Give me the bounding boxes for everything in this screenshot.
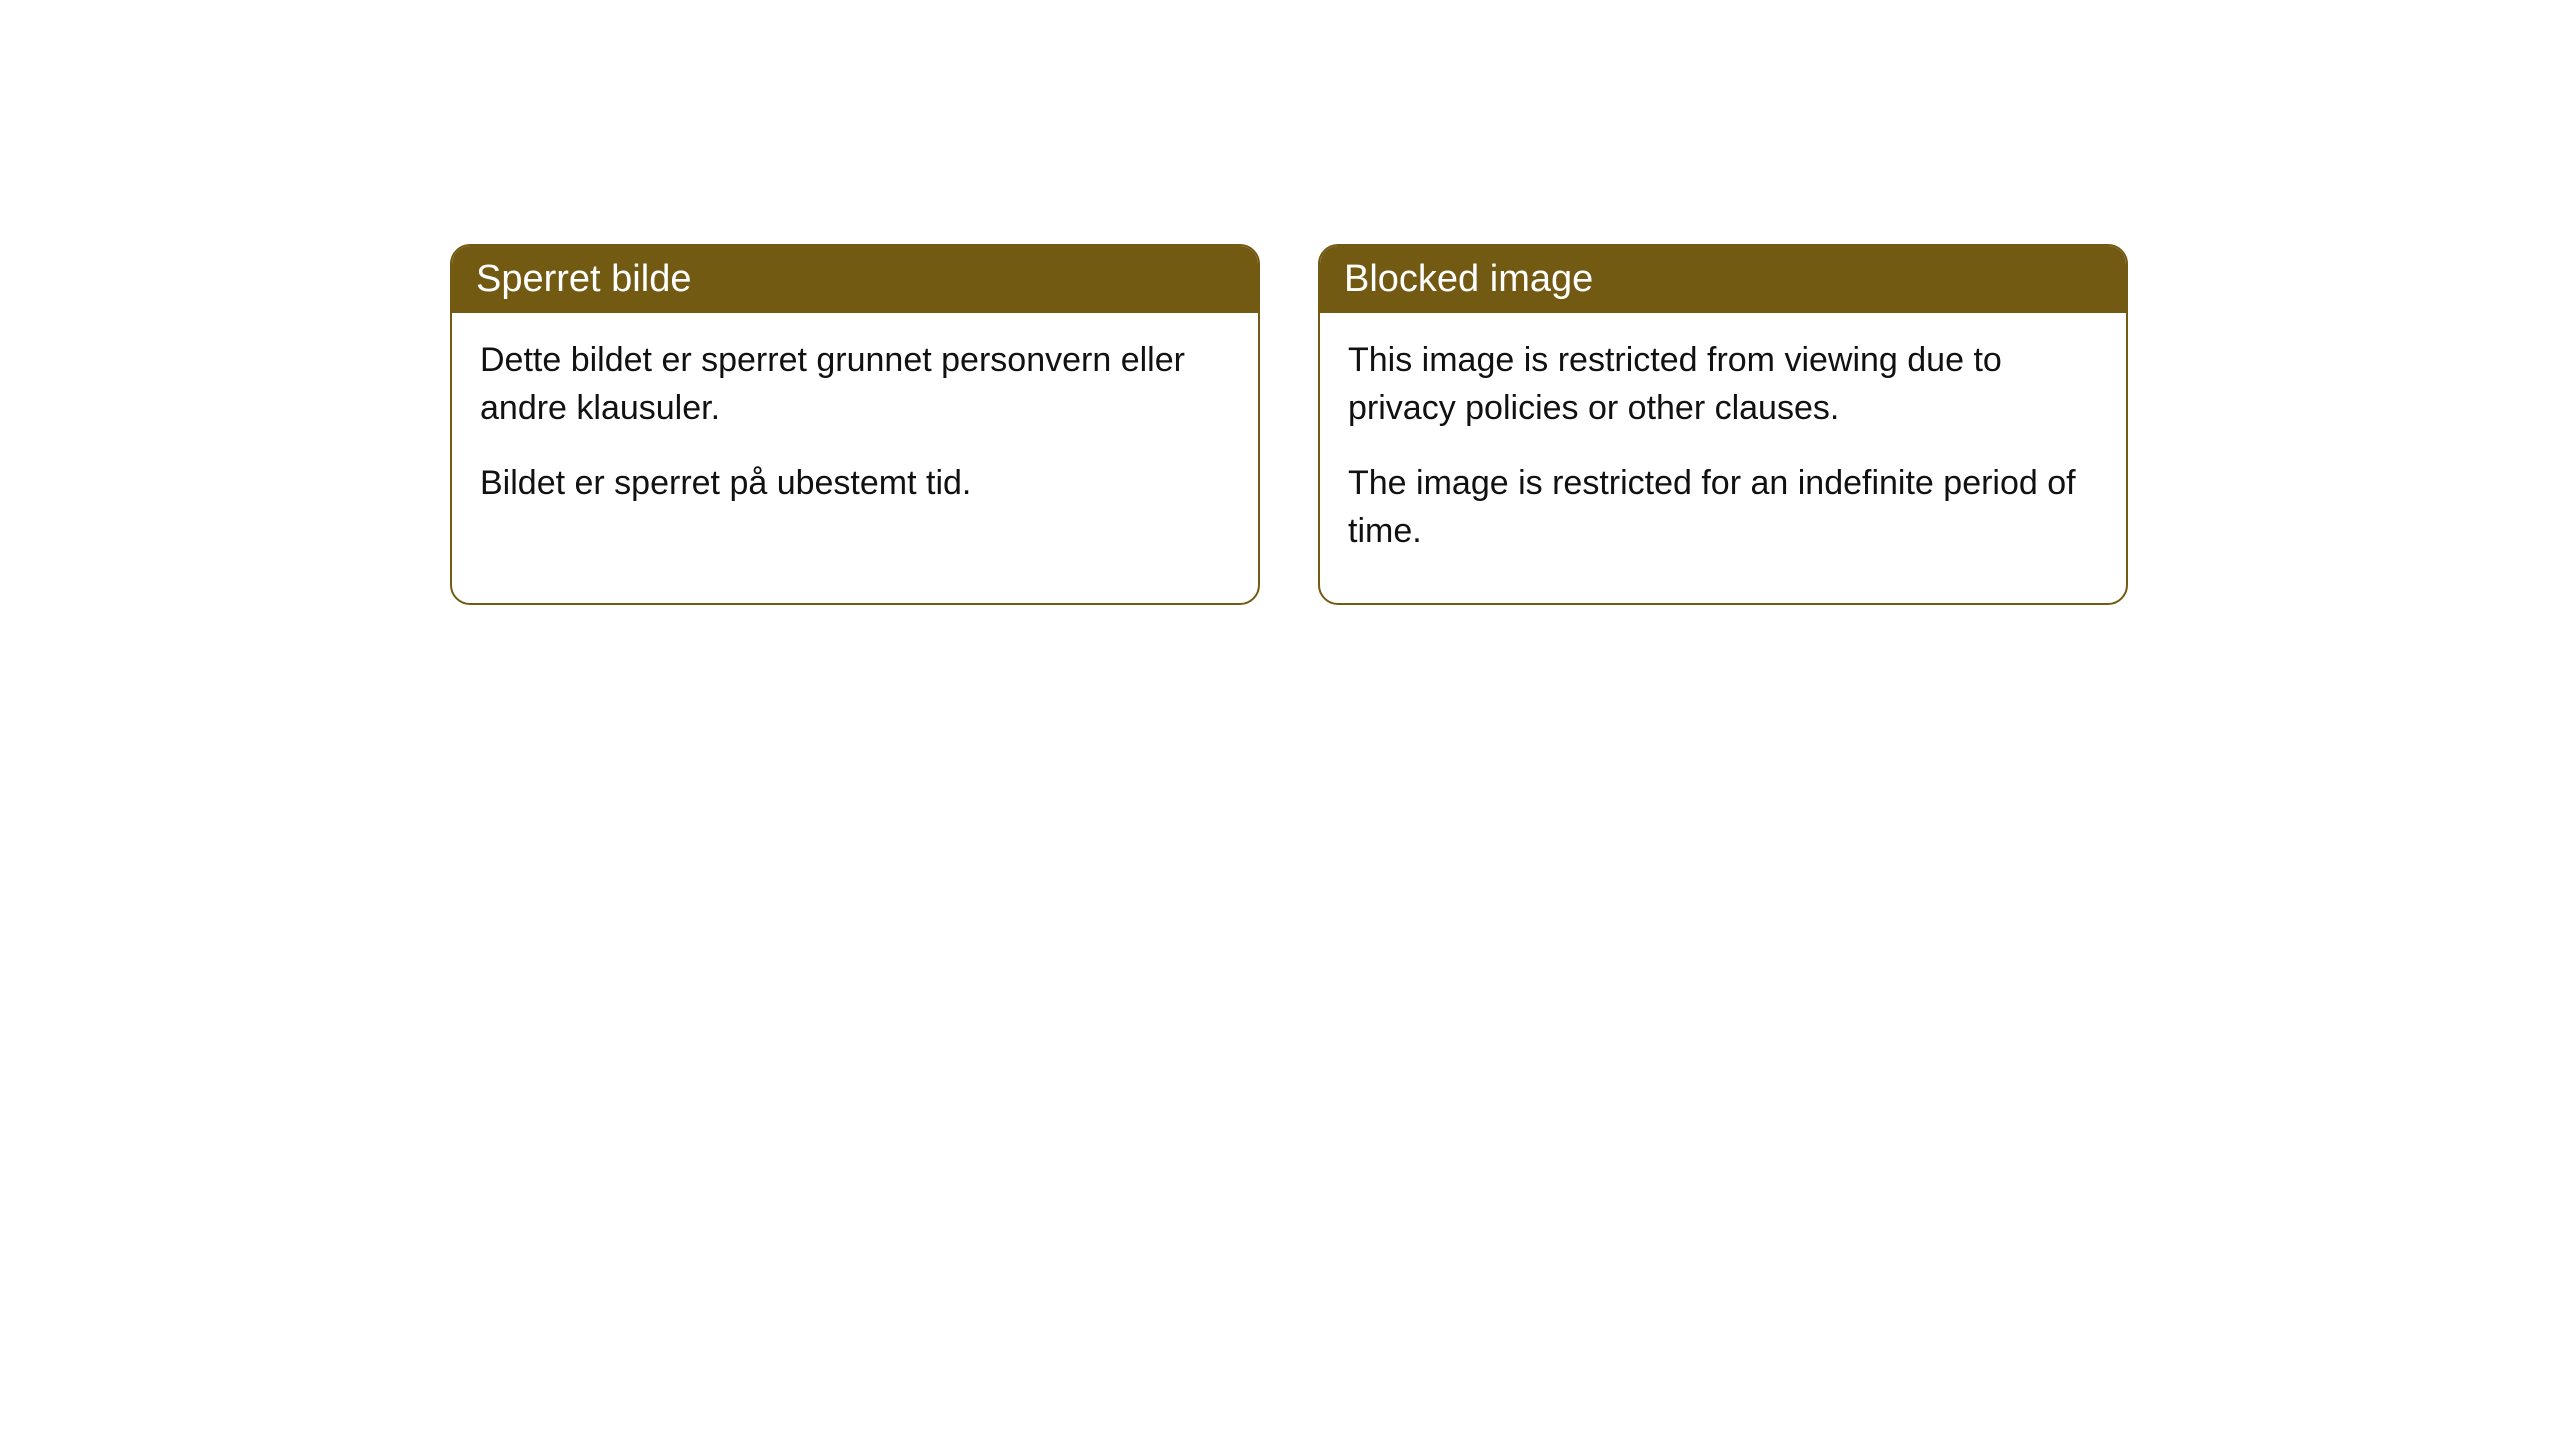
card-body: Dette bildet er sperret grunnet personve… (452, 313, 1258, 556)
card-paragraph: Dette bildet er sperret grunnet personve… (480, 337, 1230, 432)
card-body: This image is restricted from viewing du… (1320, 313, 2126, 603)
card-paragraph: The image is restricted for an indefinit… (1348, 460, 2098, 555)
card-title: Blocked image (1344, 258, 1593, 300)
card-paragraph: Bildet er sperret på ubestemt tid. (480, 460, 1230, 508)
card-title: Sperret bilde (476, 258, 691, 300)
card-paragraph: This image is restricted from viewing du… (1348, 337, 2098, 432)
notice-container: Sperret bilde Dette bildet er sperret gr… (0, 0, 2560, 605)
card-header: Blocked image (1320, 246, 2126, 313)
card-header: Sperret bilde (452, 246, 1258, 313)
notice-card-norwegian: Sperret bilde Dette bildet er sperret gr… (450, 244, 1260, 605)
notice-card-english: Blocked image This image is restricted f… (1318, 244, 2128, 605)
